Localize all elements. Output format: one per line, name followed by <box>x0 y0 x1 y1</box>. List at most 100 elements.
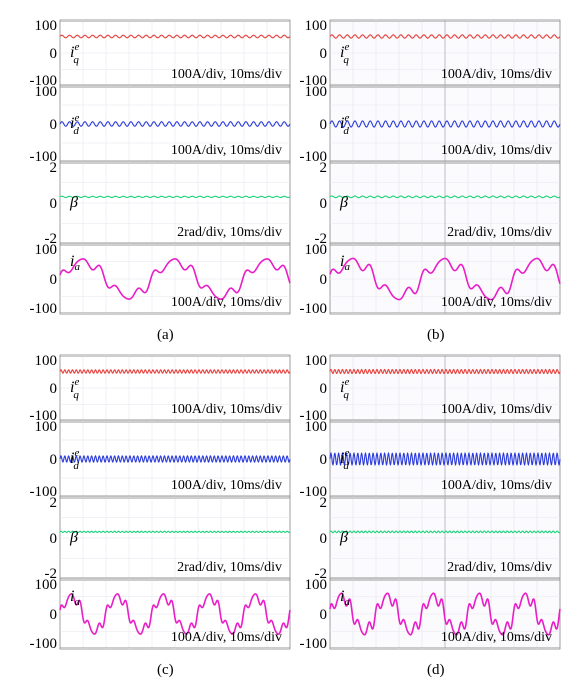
plot-b-iq: 100 0 -100 ie q 100A/div, 10ms/div <box>300 18 561 89</box>
variable-subscript: d <box>343 460 349 472</box>
trace-iq <box>59 369 291 374</box>
scale-label: 100A/div, 10ms/div <box>171 295 282 310</box>
variable-symbol: i <box>70 450 74 467</box>
plot-a-id: 100 0 -100 ie d 100A/div, 10ms/div <box>30 84 291 165</box>
variable-label-ia: ia <box>340 253 350 273</box>
y-tick-label: -100 <box>300 408 328 424</box>
variable-label-id: ie d <box>70 447 79 472</box>
variable-symbol: i <box>70 253 74 270</box>
y-tick-label: 0 <box>50 381 58 397</box>
variable-label-id: ie d <box>340 447 349 472</box>
y-tick-label: 100 <box>35 577 58 593</box>
variable-subscript: q <box>343 389 349 401</box>
variable-subscript: d <box>73 125 79 137</box>
scale-label: 100A/div, 10ms/div <box>171 402 282 417</box>
scale-label: 100A/div, 10ms/div <box>171 478 282 493</box>
variable-label-beta: β <box>69 529 78 546</box>
variable-symbol: β <box>69 194 78 211</box>
y-tick-label: 100 <box>35 242 58 258</box>
plot-c-beta: 2 0 -2 β 2rad/div, 10ms/div <box>45 495 291 582</box>
trace-beta <box>59 195 291 199</box>
plot-b-beta: 2 0 -2 β 2rad/div, 10ms/div <box>315 160 561 247</box>
y-tick-label: -2 <box>315 566 328 582</box>
trace-ia <box>329 592 561 636</box>
y-tick-label: -100 <box>30 73 58 89</box>
plot-a-beta: 2 0 -2 β 2rad/div, 10ms/div <box>45 160 291 247</box>
y-tick-label: 100 <box>305 242 328 258</box>
y-tick-label: 100 <box>305 419 328 435</box>
variable-label-iq: ie q <box>70 376 79 401</box>
y-tick-label: 0 <box>320 607 328 623</box>
scale-label: 2rad/div, 10ms/div <box>177 225 282 240</box>
variable-label-beta: β <box>69 194 78 211</box>
plot-d-iq: 100 0 -100 ie q 100A/div, 10ms/div <box>300 353 561 424</box>
y-tick-label: 0 <box>50 531 58 547</box>
trace-ia <box>329 257 561 301</box>
y-tick-label: 0 <box>50 272 58 288</box>
y-tick-label: 100 <box>35 353 58 369</box>
y-tick-label: 0 <box>50 607 58 623</box>
y-tick-label: -100 <box>30 301 58 317</box>
y-tick-label: -2 <box>315 231 328 247</box>
variable-symbol: β <box>339 194 348 211</box>
y-tick-label: 0 <box>50 46 58 62</box>
y-tick-label: 100 <box>305 353 328 369</box>
y-tick-label: 100 <box>35 18 58 34</box>
y-tick-label: -100 <box>30 149 58 165</box>
variable-subscript: a <box>74 261 80 273</box>
caption-d: (d) <box>427 662 445 678</box>
variable-label-iq: ie q <box>340 376 349 401</box>
trace-iq <box>329 34 561 39</box>
variable-subscript: q <box>73 54 79 66</box>
y-tick-label: 0 <box>320 531 328 547</box>
y-tick-label: 100 <box>305 18 328 34</box>
trace-iq <box>329 368 561 375</box>
trace-iq <box>59 34 291 39</box>
plot-b-id: 100 0 -100 ie d 100A/div, 10ms/div <box>300 84 561 165</box>
variable-superscript: e <box>74 41 79 53</box>
variable-superscript: e <box>344 376 349 388</box>
y-tick-label: -100 <box>30 484 58 500</box>
variable-symbol: i <box>70 588 74 605</box>
scale-label: 2rad/div, 10ms/div <box>447 560 552 575</box>
y-tick-label: 100 <box>305 577 328 593</box>
scale-label: 100A/div, 10ms/div <box>441 295 552 310</box>
y-tick-label: 2 <box>50 160 58 176</box>
scale-label: 100A/div, 10ms/div <box>441 143 552 158</box>
y-tick-label: -100 <box>30 636 58 652</box>
plot-a-ia: 100 0 -100 ia 100A/div, 10ms/div <box>30 242 291 317</box>
variable-superscript: e <box>74 376 79 388</box>
variable-label-iq: ie q <box>70 41 79 66</box>
y-tick-label: -2 <box>45 566 58 582</box>
y-tick-label: 0 <box>320 272 328 288</box>
y-tick-label: 2 <box>50 495 58 511</box>
trace-id <box>59 455 291 463</box>
scale-label: 100A/div, 10ms/div <box>171 630 282 645</box>
variable-label-beta: β <box>339 529 348 546</box>
variable-symbol: i <box>340 450 344 467</box>
scale-label: 2rad/div, 10ms/div <box>177 560 282 575</box>
variable-label-id: ie d <box>70 112 79 137</box>
variable-symbol: β <box>339 529 348 546</box>
scale-label: 100A/div, 10ms/div <box>441 478 552 493</box>
y-tick-label: 100 <box>35 84 58 100</box>
variable-superscript: e <box>74 112 79 124</box>
variable-symbol: i <box>340 115 344 132</box>
scale-label: 100A/div, 10ms/div <box>171 143 282 158</box>
y-tick-label: -100 <box>30 408 58 424</box>
plot-a-iq: 100 0 -100 ie q 100A/div, 10ms/div <box>30 18 291 89</box>
scale-label: 100A/div, 10ms/div <box>441 630 552 645</box>
scale-label: 100A/div, 10ms/div <box>441 402 552 417</box>
caption-c: (c) <box>157 662 174 678</box>
y-tick-label: 2 <box>320 160 328 176</box>
trace-beta <box>329 530 561 534</box>
variable-symbol: i <box>340 588 344 605</box>
variable-label-beta: β <box>339 194 348 211</box>
trace-ia <box>59 258 291 300</box>
y-tick-label: 0 <box>320 117 328 133</box>
y-tick-label: 0 <box>320 452 328 468</box>
variable-superscript: e <box>344 112 349 124</box>
trace-id <box>329 120 561 128</box>
variable-superscript: e <box>74 447 79 459</box>
